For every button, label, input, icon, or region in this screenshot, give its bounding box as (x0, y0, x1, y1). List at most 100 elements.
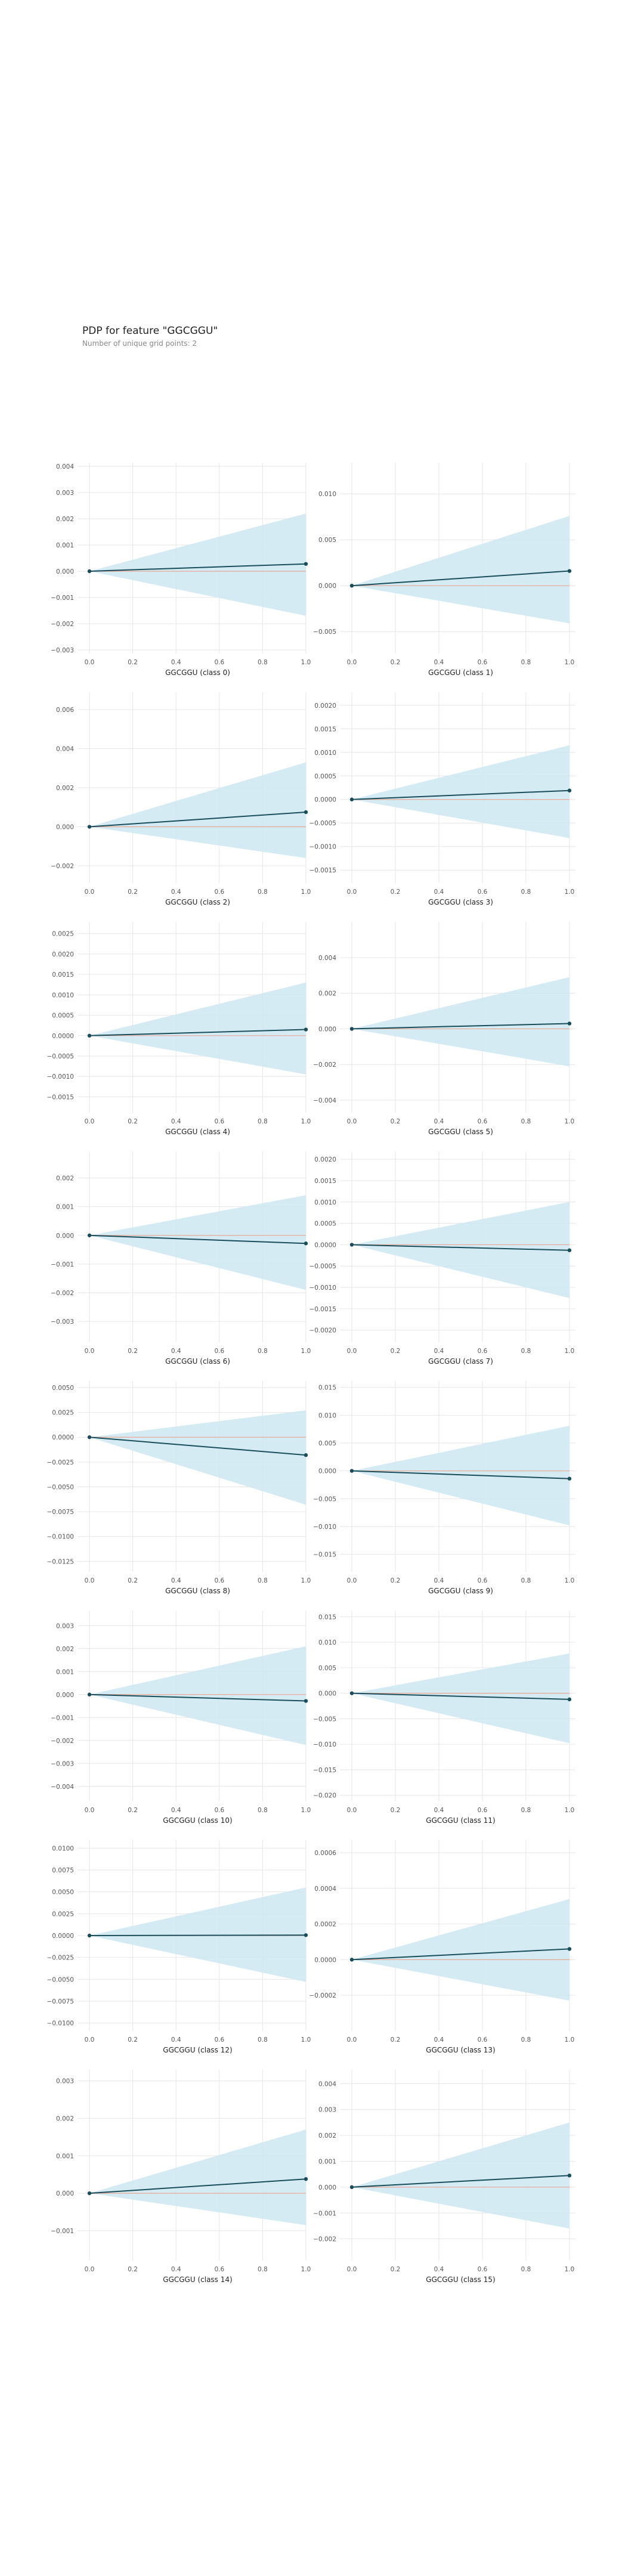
y-tick-label: −0.0100 (47, 2020, 74, 2027)
x-tick-label: 0.2 (391, 659, 401, 666)
pdp-point (304, 1453, 308, 1457)
x-axis-label: GGCGGU (class 14) (163, 2275, 232, 2284)
x-axis-label: GGCGGU (class 6) (165, 1357, 230, 1366)
y-tick-label: 0.001 (56, 2153, 74, 2160)
x-tick-label: 0.4 (434, 1577, 444, 1584)
x-tick-label: 0.2 (128, 888, 138, 896)
pdp-point (567, 569, 572, 573)
y-tick-label: 0.015 (318, 1385, 336, 1392)
y-tick-label: 0.003 (56, 490, 74, 497)
pdp-panel: −0.0100 −0.0075 −0.0050 −0.0025 0.0000 0.0025… (47, 1840, 311, 2054)
x-axis-label: GGCGGU (class 3) (428, 898, 493, 906)
x-tick-label: 1.0 (301, 1577, 311, 1584)
x-axis-label: GGCGGU (class 10) (163, 1816, 232, 1825)
pdp-line (351, 1470, 570, 1479)
x-tick-label: 0.6 (214, 1577, 224, 1584)
y-tick-label: −0.001 (51, 1714, 74, 1722)
x-tick-label: 0.8 (258, 659, 268, 666)
y-tick-label: −0.010 (313, 1524, 336, 1531)
x-axis-label: GGCGGU (class 13) (426, 2046, 495, 2054)
pdp-panel: −0.0020 −0.0015 −0.0010 −0.0005 0.0000 0.0005… (309, 1151, 575, 1366)
x-axis-label: GGCGGU (class 15) (426, 2275, 495, 2284)
y-tick-label: −0.0005 (47, 1053, 74, 1060)
x-tick-label: 1.0 (565, 1807, 575, 1814)
y-tick-label: 0.002 (56, 785, 74, 792)
x-tick-label: 0.8 (258, 1807, 268, 1814)
y-tick-label: −0.015 (313, 1552, 336, 1559)
y-tick-label: −0.015 (313, 1767, 336, 1774)
x-tick-label: 0.0 (85, 2266, 95, 2273)
x-tick-label: 1.0 (301, 2266, 311, 2273)
y-tick-label: −0.002 (313, 1061, 336, 1069)
x-tick-label: 1.0 (565, 1348, 575, 1355)
x-tick-label: 1.0 (301, 1807, 311, 1814)
pdp-point (87, 1233, 92, 1237)
y-tick-label: −0.0100 (47, 1534, 74, 1541)
x-axis-label: GGCGGU (class 4) (165, 1128, 230, 1136)
pdp-panel: −0.0015 −0.0010 −0.0005 0.0000 0.0005 0.0010 0… (309, 692, 575, 906)
confidence-band (89, 2129, 306, 2225)
x-tick-label: 0.8 (258, 1348, 268, 1355)
y-tick-label: −0.0002 (309, 1992, 336, 1999)
confidence-band (352, 1426, 569, 1526)
x-axis-label: GGCGGU (class 5) (428, 1128, 493, 1136)
x-tick-label: 0.4 (171, 1577, 181, 1584)
y-tick-label: −0.0025 (47, 1955, 74, 1962)
y-tick-label: −0.0010 (309, 1284, 336, 1292)
pdp-line (89, 563, 306, 572)
x-tick-label: 0.6 (214, 2036, 224, 2044)
x-tick-label: 0.6 (478, 659, 488, 666)
y-tick-label: 0.0000 (52, 1933, 74, 1940)
x-tick-label: 0.8 (258, 888, 268, 896)
pdp-panel: −0.003 −0.002 −0.001 0.000 0.001 0.002 0.0 0.2 0… (51, 1151, 311, 1366)
pdp-point (349, 1469, 354, 1473)
y-tick-label: 0.002 (56, 516, 74, 523)
y-tick-label: −0.002 (51, 621, 74, 628)
x-axis-label: GGCGGU (class 0) (165, 668, 230, 677)
figure-title: PDP for feature "GGCGGU" (82, 325, 218, 337)
y-tick-label: 0.005 (318, 1440, 336, 1447)
x-tick-label: 0.2 (128, 1807, 138, 1814)
y-tick-label: 0.0015 (314, 1178, 336, 1185)
x-tick-label: 0.0 (85, 888, 95, 896)
pdp-line (351, 1948, 570, 1961)
y-tick-label: 0.000 (56, 568, 74, 575)
x-tick-label: 0.6 (214, 2266, 224, 2273)
pdp-point (304, 562, 308, 566)
x-tick-label: 0.8 (521, 888, 531, 896)
x-tick-label: 0.0 (347, 888, 357, 896)
y-tick-label: −0.0015 (309, 867, 336, 874)
y-tick-label: 0.004 (318, 955, 336, 962)
x-tick-label: 0.0 (85, 1807, 95, 1814)
confidence-band (89, 1195, 306, 1290)
y-tick-label: −0.0010 (309, 844, 336, 851)
y-tick-label: 0.0010 (314, 1199, 336, 1206)
y-tick-label: 0.0010 (314, 750, 336, 757)
y-tick-label: −0.0015 (309, 1306, 336, 1313)
y-tick-label: 0.0015 (52, 971, 74, 979)
x-tick-label: 0.8 (521, 2266, 531, 2273)
x-tick-label: 0.2 (391, 1348, 401, 1355)
y-tick-label: 0.003 (56, 1623, 74, 1630)
confidence-band (89, 982, 306, 1075)
y-tick-label: 0.0020 (314, 702, 336, 710)
pdp-panel: −0.004 −0.002 0.000 0.002 0.004 0.0 0.2 0.4 0.6 0… (313, 922, 575, 1136)
y-tick-label: 0.002 (318, 990, 336, 998)
x-tick-label: 1.0 (565, 1577, 575, 1584)
x-tick-label: 0.0 (85, 1348, 95, 1355)
y-tick-label: 0.004 (318, 2080, 336, 2088)
confidence-band (89, 1646, 306, 1745)
x-tick-label: 0.6 (478, 2036, 488, 2044)
pdp-line (89, 1693, 306, 1702)
y-tick-label: −0.002 (51, 1738, 74, 1745)
x-tick-label: 0.8 (258, 2266, 268, 2273)
x-tick-label: 0.0 (85, 2036, 95, 2044)
y-tick-label: 0.000 (56, 1233, 74, 1240)
y-tick-label: 0.002 (56, 1646, 74, 1653)
x-tick-label: 0.4 (434, 1118, 444, 1125)
y-tick-label: 0.003 (318, 2107, 336, 2114)
y-tick-label: 0.010 (318, 1639, 336, 1646)
x-tick-label: 0.0 (85, 659, 95, 666)
pdp-point (87, 569, 92, 574)
x-tick-label: 0.0 (347, 1118, 357, 1125)
